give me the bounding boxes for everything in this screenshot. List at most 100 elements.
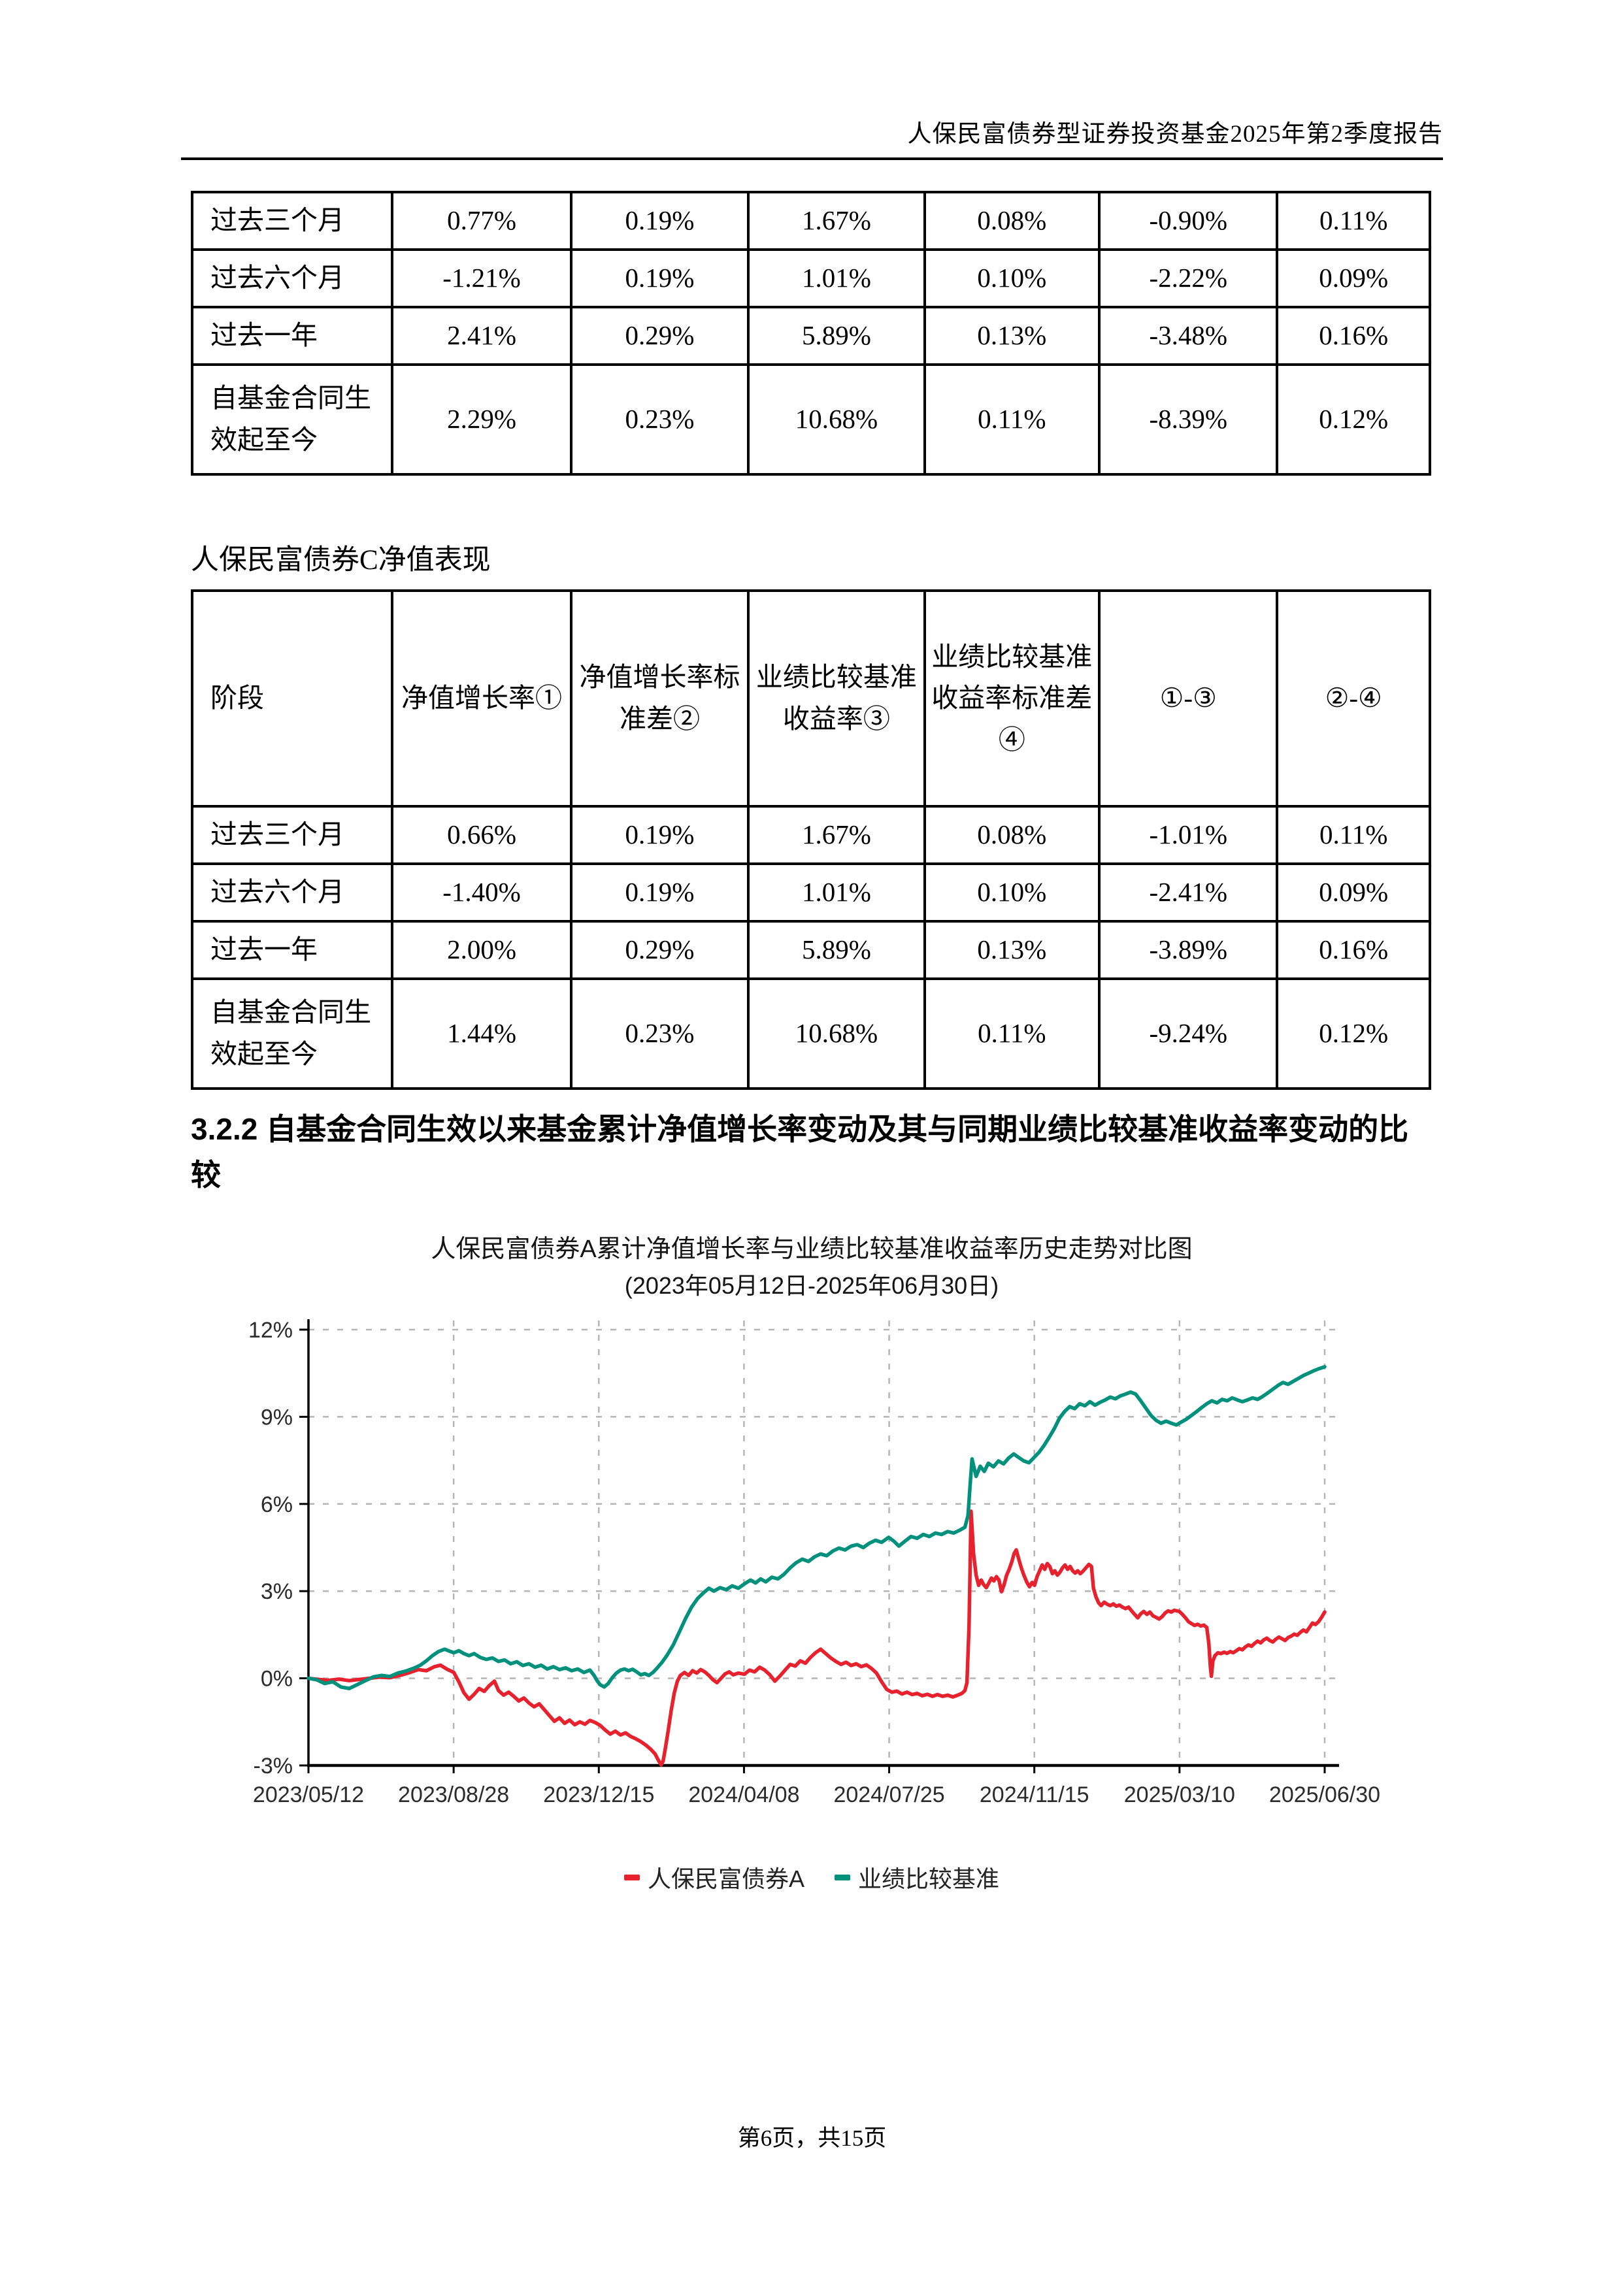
- value-cell: 1.44%: [391, 977, 572, 1090]
- value-cell: 2.41%: [391, 306, 572, 366]
- legend-item-benchmark: 业绩比较基准: [835, 1860, 999, 1894]
- value-cell: 0.19%: [569, 248, 750, 308]
- y-tick-label: 9%: [261, 1405, 293, 1430]
- column-header-cell: 净值增长率标准差②: [569, 589, 750, 808]
- value-cell: -1.01%: [1098, 805, 1279, 865]
- column-header-cell: ②-④: [1276, 589, 1431, 808]
- chart-subtitle: (2023年05月12日-2025年06月30日): [624, 1272, 999, 1299]
- value-cell: 0.29%: [569, 306, 750, 366]
- value-cell: 5.89%: [747, 306, 926, 366]
- value-cell: 0.09%: [1276, 862, 1431, 923]
- value-cell: 0.19%: [569, 862, 750, 923]
- value-cell: 0.11%: [923, 363, 1101, 476]
- x-tick-label: 2024/07/25: [833, 1782, 944, 1807]
- table-row: 自基金合同生效起至今 2.29% 0.23% 10.68% 0.11% -8.39% 0.1…: [190, 363, 1431, 476]
- value-cell: 0.16%: [1276, 306, 1431, 366]
- fund-a-performance-table-partial: 过去三个月 0.77% 0.19% 1.67% 0.08% -0.90% 0.11% 过去六个…: [190, 191, 1431, 476]
- value-cell: 5.89%: [747, 920, 926, 980]
- table-row: 过去三个月 0.66% 0.19% 1.67% 0.08% -1.01% 0.11%: [190, 805, 1431, 865]
- series-benchmark-line: [307, 1365, 1327, 1690]
- x-tick-label: 2024/04/08: [688, 1782, 799, 1807]
- value-cell: 2.00%: [391, 920, 572, 980]
- chart-legend: 人保民富债券A 业绩比较基准: [191, 1860, 1433, 1894]
- chart-block: 人保民富债券A累计净值增长率与业绩比较基准收益率历史走势对比图 (2023年05…: [191, 1228, 1433, 1894]
- value-cell: -1.40%: [391, 862, 572, 923]
- column-header-cell: 业绩比较基准收益率标准差④: [923, 589, 1101, 808]
- column-header-cell: 业绩比较基准收益率③: [747, 589, 926, 808]
- value-cell: -3.89%: [1098, 920, 1279, 980]
- value-cell: 2.29%: [391, 363, 572, 476]
- row-label-cell: 过去一年: [190, 920, 394, 980]
- value-cell: -2.22%: [1098, 248, 1279, 308]
- value-cell: -3.48%: [1098, 306, 1279, 366]
- legend-label: 人保民富债券A: [647, 1865, 804, 1892]
- row-label-cell: 过去六个月: [190, 248, 394, 308]
- table-row: 自基金合同生效起至今 1.44% 0.23% 10.68% 0.11% -9.24% 0.1…: [190, 977, 1431, 1090]
- table-row: 过去一年 2.00% 0.29% 5.89% 0.13% -3.89% 0.16%: [190, 920, 1431, 980]
- legend-dash-icon: [623, 1874, 640, 1880]
- value-cell: 0.12%: [1276, 977, 1431, 1090]
- value-cell: -0.90%: [1098, 191, 1279, 251]
- chart-series: [307, 1365, 1327, 1767]
- y-tick-label: 3%: [261, 1579, 293, 1604]
- legend-dash-icon: [835, 1874, 850, 1880]
- header-divider: [181, 157, 1443, 160]
- column-header-cell: 阶段: [190, 589, 394, 808]
- value-cell: 0.77%: [391, 191, 572, 251]
- value-cell: 0.11%: [1276, 805, 1431, 865]
- value-cell: -2.41%: [1098, 862, 1279, 923]
- value-cell: -8.39%: [1098, 363, 1279, 476]
- legend-item-fund-a: 人保民富债券A: [623, 1860, 804, 1894]
- table-c-title: 人保民富债券C净值表现: [191, 545, 491, 576]
- value-cell: -1.21%: [391, 248, 572, 308]
- value-cell: 0.10%: [923, 248, 1101, 308]
- column-header-cell: 净值增长率①: [391, 589, 572, 808]
- y-tick-label: 0%: [261, 1667, 293, 1692]
- x-tick-label: 2025/06/30: [1269, 1782, 1380, 1807]
- cumulative-return-line-chart: 12% 9% 6% 3% 0% -3% 2023/05/12 2023/08/28 2023/1…: [248, 1318, 1380, 1807]
- table-row: 过去一年 2.41% 0.29% 5.89% 0.13% -3.48% 0.16%: [190, 306, 1431, 366]
- x-tick-label: 2025/03/10: [1124, 1782, 1235, 1807]
- value-cell: 1.67%: [747, 191, 926, 251]
- table-row: 过去六个月 -1.21% 0.19% 1.01% 0.10% -2.22% 0.09%: [190, 248, 1431, 308]
- row-label-cell: 过去一年: [190, 306, 394, 366]
- row-label-cell: 自基金合同生效起至今: [190, 977, 394, 1090]
- table-row: 过去六个月 -1.40% 0.19% 1.01% 0.10% -2.41% 0.09%: [190, 862, 1431, 923]
- x-tick-label: 2023/08/28: [398, 1782, 509, 1807]
- value-cell: 1.01%: [747, 862, 926, 923]
- y-tick-label: -3%: [254, 1754, 293, 1779]
- value-cell: 0.19%: [569, 805, 750, 865]
- page-footer: 第6页，共15页: [737, 2125, 887, 2151]
- value-cell: 0.13%: [923, 306, 1101, 366]
- value-cell: 1.01%: [747, 248, 926, 308]
- value-cell: 0.19%: [569, 191, 750, 251]
- chart-axes: [299, 1319, 1339, 1773]
- value-cell: -9.24%: [1098, 977, 1279, 1090]
- value-cell: 10.68%: [747, 363, 926, 476]
- series-fund-a-line: [307, 1509, 1327, 1767]
- report-header-title: 人保民富债券型证券投资基金2025年第2季度报告: [907, 121, 1443, 148]
- chart-gridlines: [308, 1320, 1336, 1767]
- value-cell: 0.13%: [923, 920, 1101, 980]
- fund-c-performance-table: 阶段 净值增长率① 净值增长率标准差② 业绩比较基准收益率③ 业绩比较基准收益率标准差④…: [190, 589, 1431, 1090]
- x-tick-label: 2024/11/15: [980, 1782, 1089, 1807]
- x-tick-label: 2023/05/12: [253, 1782, 364, 1807]
- legend-label: 业绩比较基准: [858, 1865, 1000, 1892]
- y-tick-label: 12%: [248, 1318, 293, 1343]
- value-cell: 0.08%: [923, 805, 1101, 865]
- value-cell: 0.66%: [391, 805, 572, 865]
- value-cell: 0.09%: [1276, 248, 1431, 308]
- row-label-cell: 过去三个月: [190, 191, 394, 251]
- value-cell: 0.12%: [1276, 363, 1431, 476]
- value-cell: 10.68%: [747, 977, 926, 1090]
- value-cell: 0.08%: [923, 191, 1101, 251]
- row-label-cell: 过去六个月: [190, 862, 394, 923]
- row-label-cell: 自基金合同生效起至今: [190, 363, 394, 476]
- x-tick-label: 2023/12/15: [543, 1782, 654, 1807]
- value-cell: 0.11%: [1276, 191, 1431, 251]
- table-header-row: 阶段 净值增长率① 净值增长率标准差② 业绩比较基准收益率③ 业绩比较基准收益率标准差④…: [190, 589, 1431, 808]
- y-tick-label: 6%: [261, 1492, 293, 1517]
- value-cell: 1.67%: [747, 805, 926, 865]
- value-cell: 0.10%: [923, 862, 1101, 923]
